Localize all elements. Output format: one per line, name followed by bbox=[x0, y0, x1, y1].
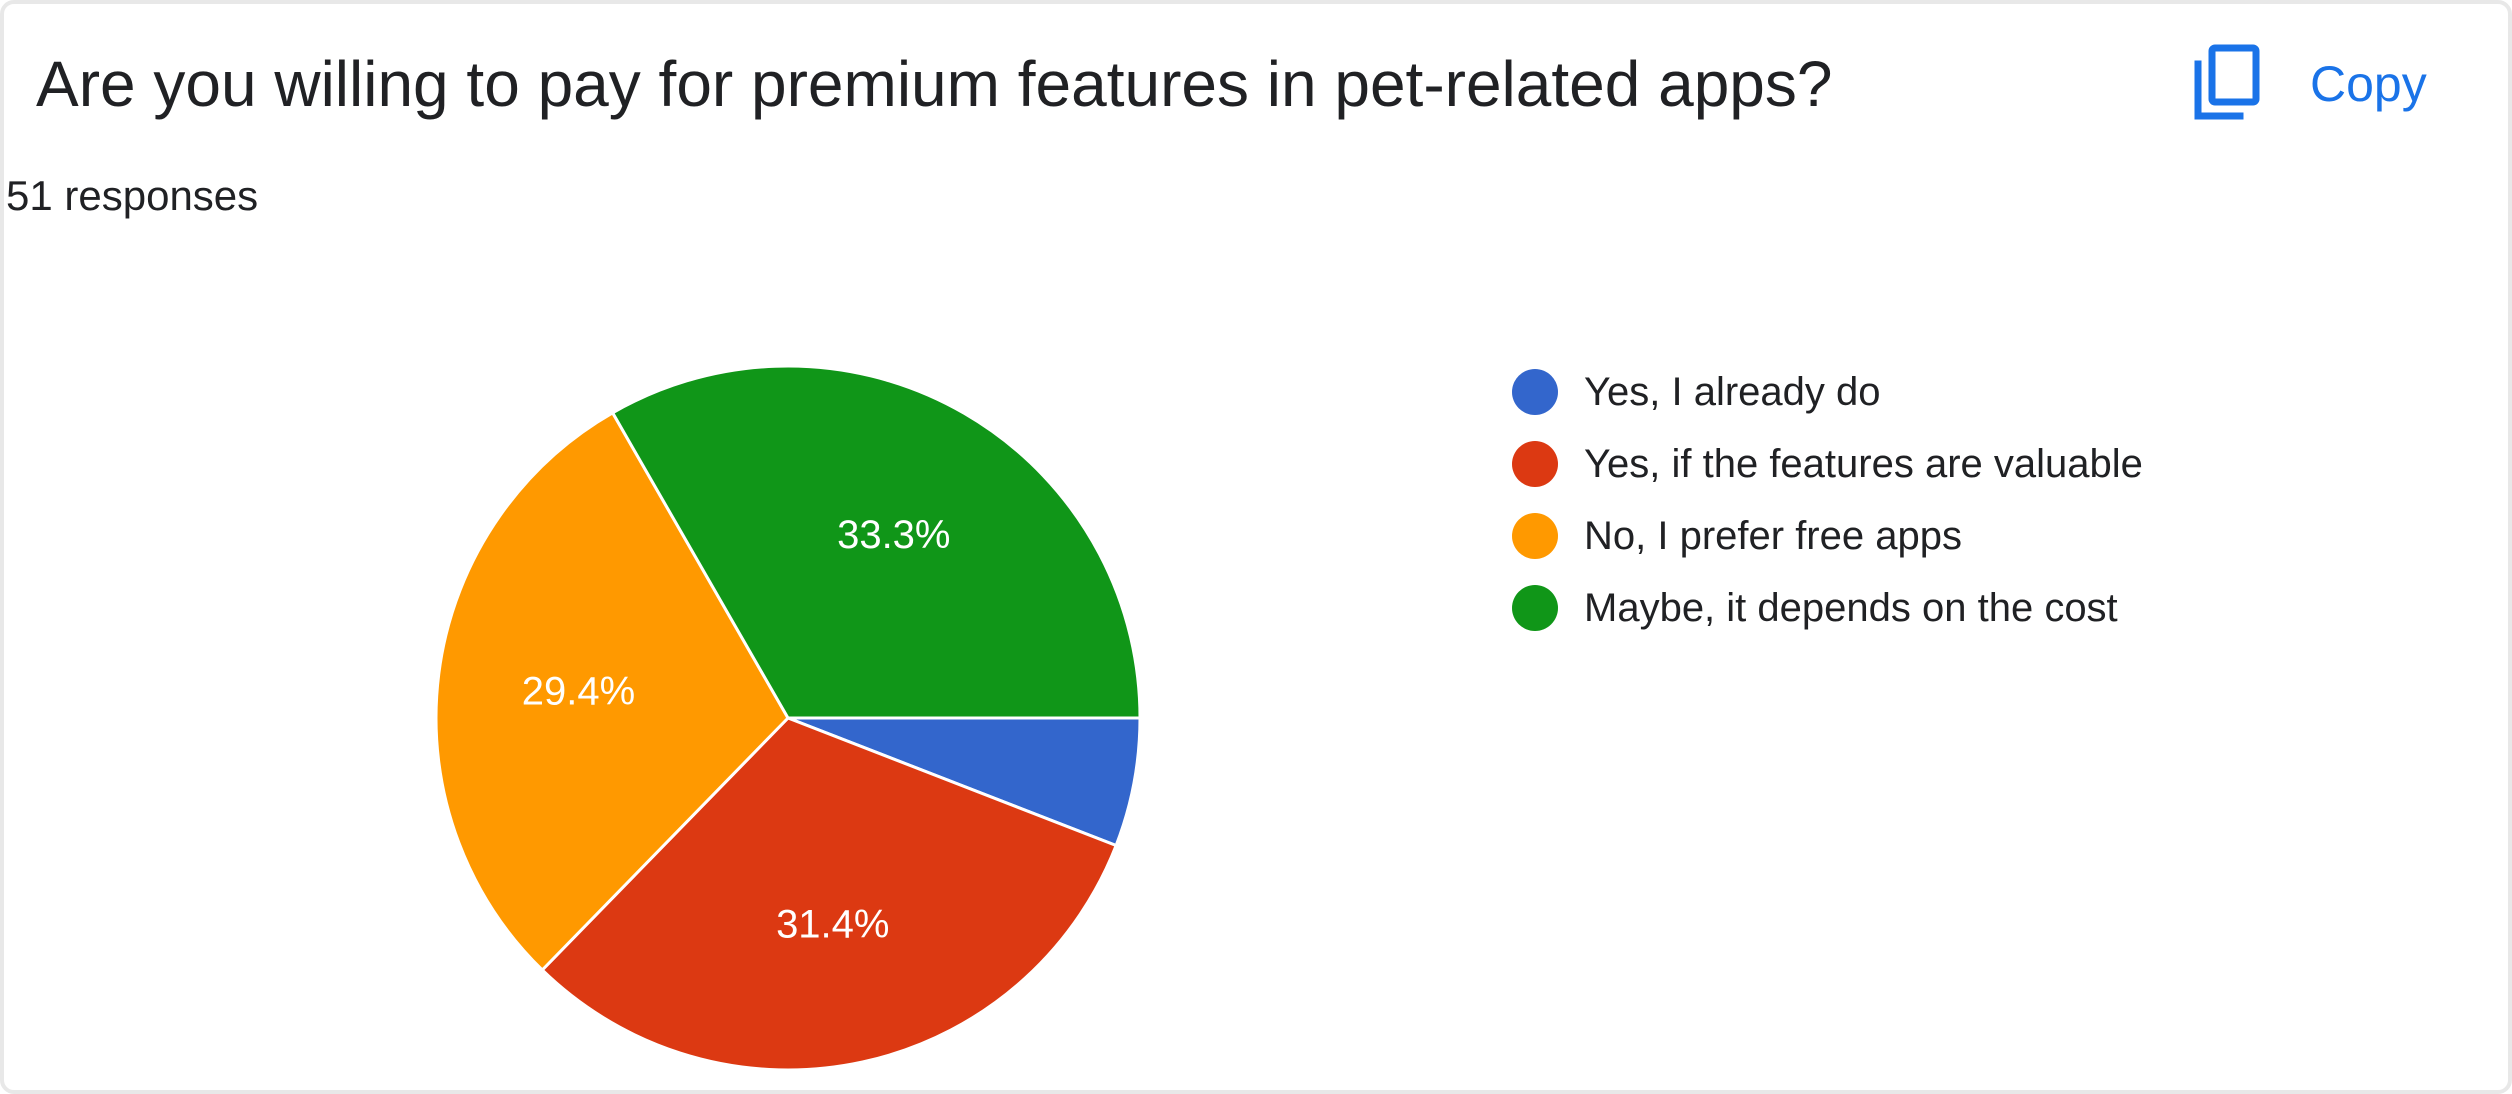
copy-label: Copy bbox=[2310, 56, 2427, 112]
pie-slice-4[interactable] bbox=[610, 364, 1142, 720]
slice-label-2: 31.4% bbox=[776, 902, 889, 946]
legend-swatch bbox=[1512, 369, 1558, 415]
legend-item-1[interactable]: Yes, I already do bbox=[1512, 356, 2143, 428]
legend-item-2[interactable]: Yes, if the features are valuable bbox=[1512, 428, 2143, 500]
question-title: Are you willing to pay for premium featu… bbox=[36, 48, 1833, 120]
legend-label: Maybe, it depends on the cost bbox=[1584, 586, 2118, 630]
legend-swatch bbox=[1512, 441, 1558, 487]
response-count: 51 responses bbox=[6, 172, 259, 219]
pie-slice-2[interactable] bbox=[540, 716, 1119, 1072]
legend-item-3[interactable]: No, I prefer free apps bbox=[1512, 500, 2143, 572]
chart-legend: Yes, I already do Yes, if the features ar… bbox=[1512, 356, 2143, 644]
legend-label: No, I prefer free apps bbox=[1584, 514, 1962, 558]
pie-slice-3[interactable] bbox=[434, 410, 790, 973]
legend-label: Yes, if the features are valuable bbox=[1584, 442, 2143, 486]
legend-label: Yes, I already do bbox=[1584, 370, 1881, 414]
legend-swatch bbox=[1512, 513, 1558, 559]
slice-label-4: 33.3% bbox=[837, 513, 950, 557]
legend-item-4[interactable]: Maybe, it depends on the cost bbox=[1512, 572, 2143, 644]
copy-button[interactable]: Copy bbox=[2190, 40, 2427, 128]
slice-label-3: 29.4% bbox=[522, 670, 635, 714]
pie-slice-1[interactable] bbox=[787, 716, 1142, 848]
legend-swatch bbox=[1512, 585, 1558, 631]
pie-chart: 31.4% 29.4% 33.3% bbox=[434, 364, 1142, 1072]
copy-icon bbox=[2194, 44, 2260, 120]
